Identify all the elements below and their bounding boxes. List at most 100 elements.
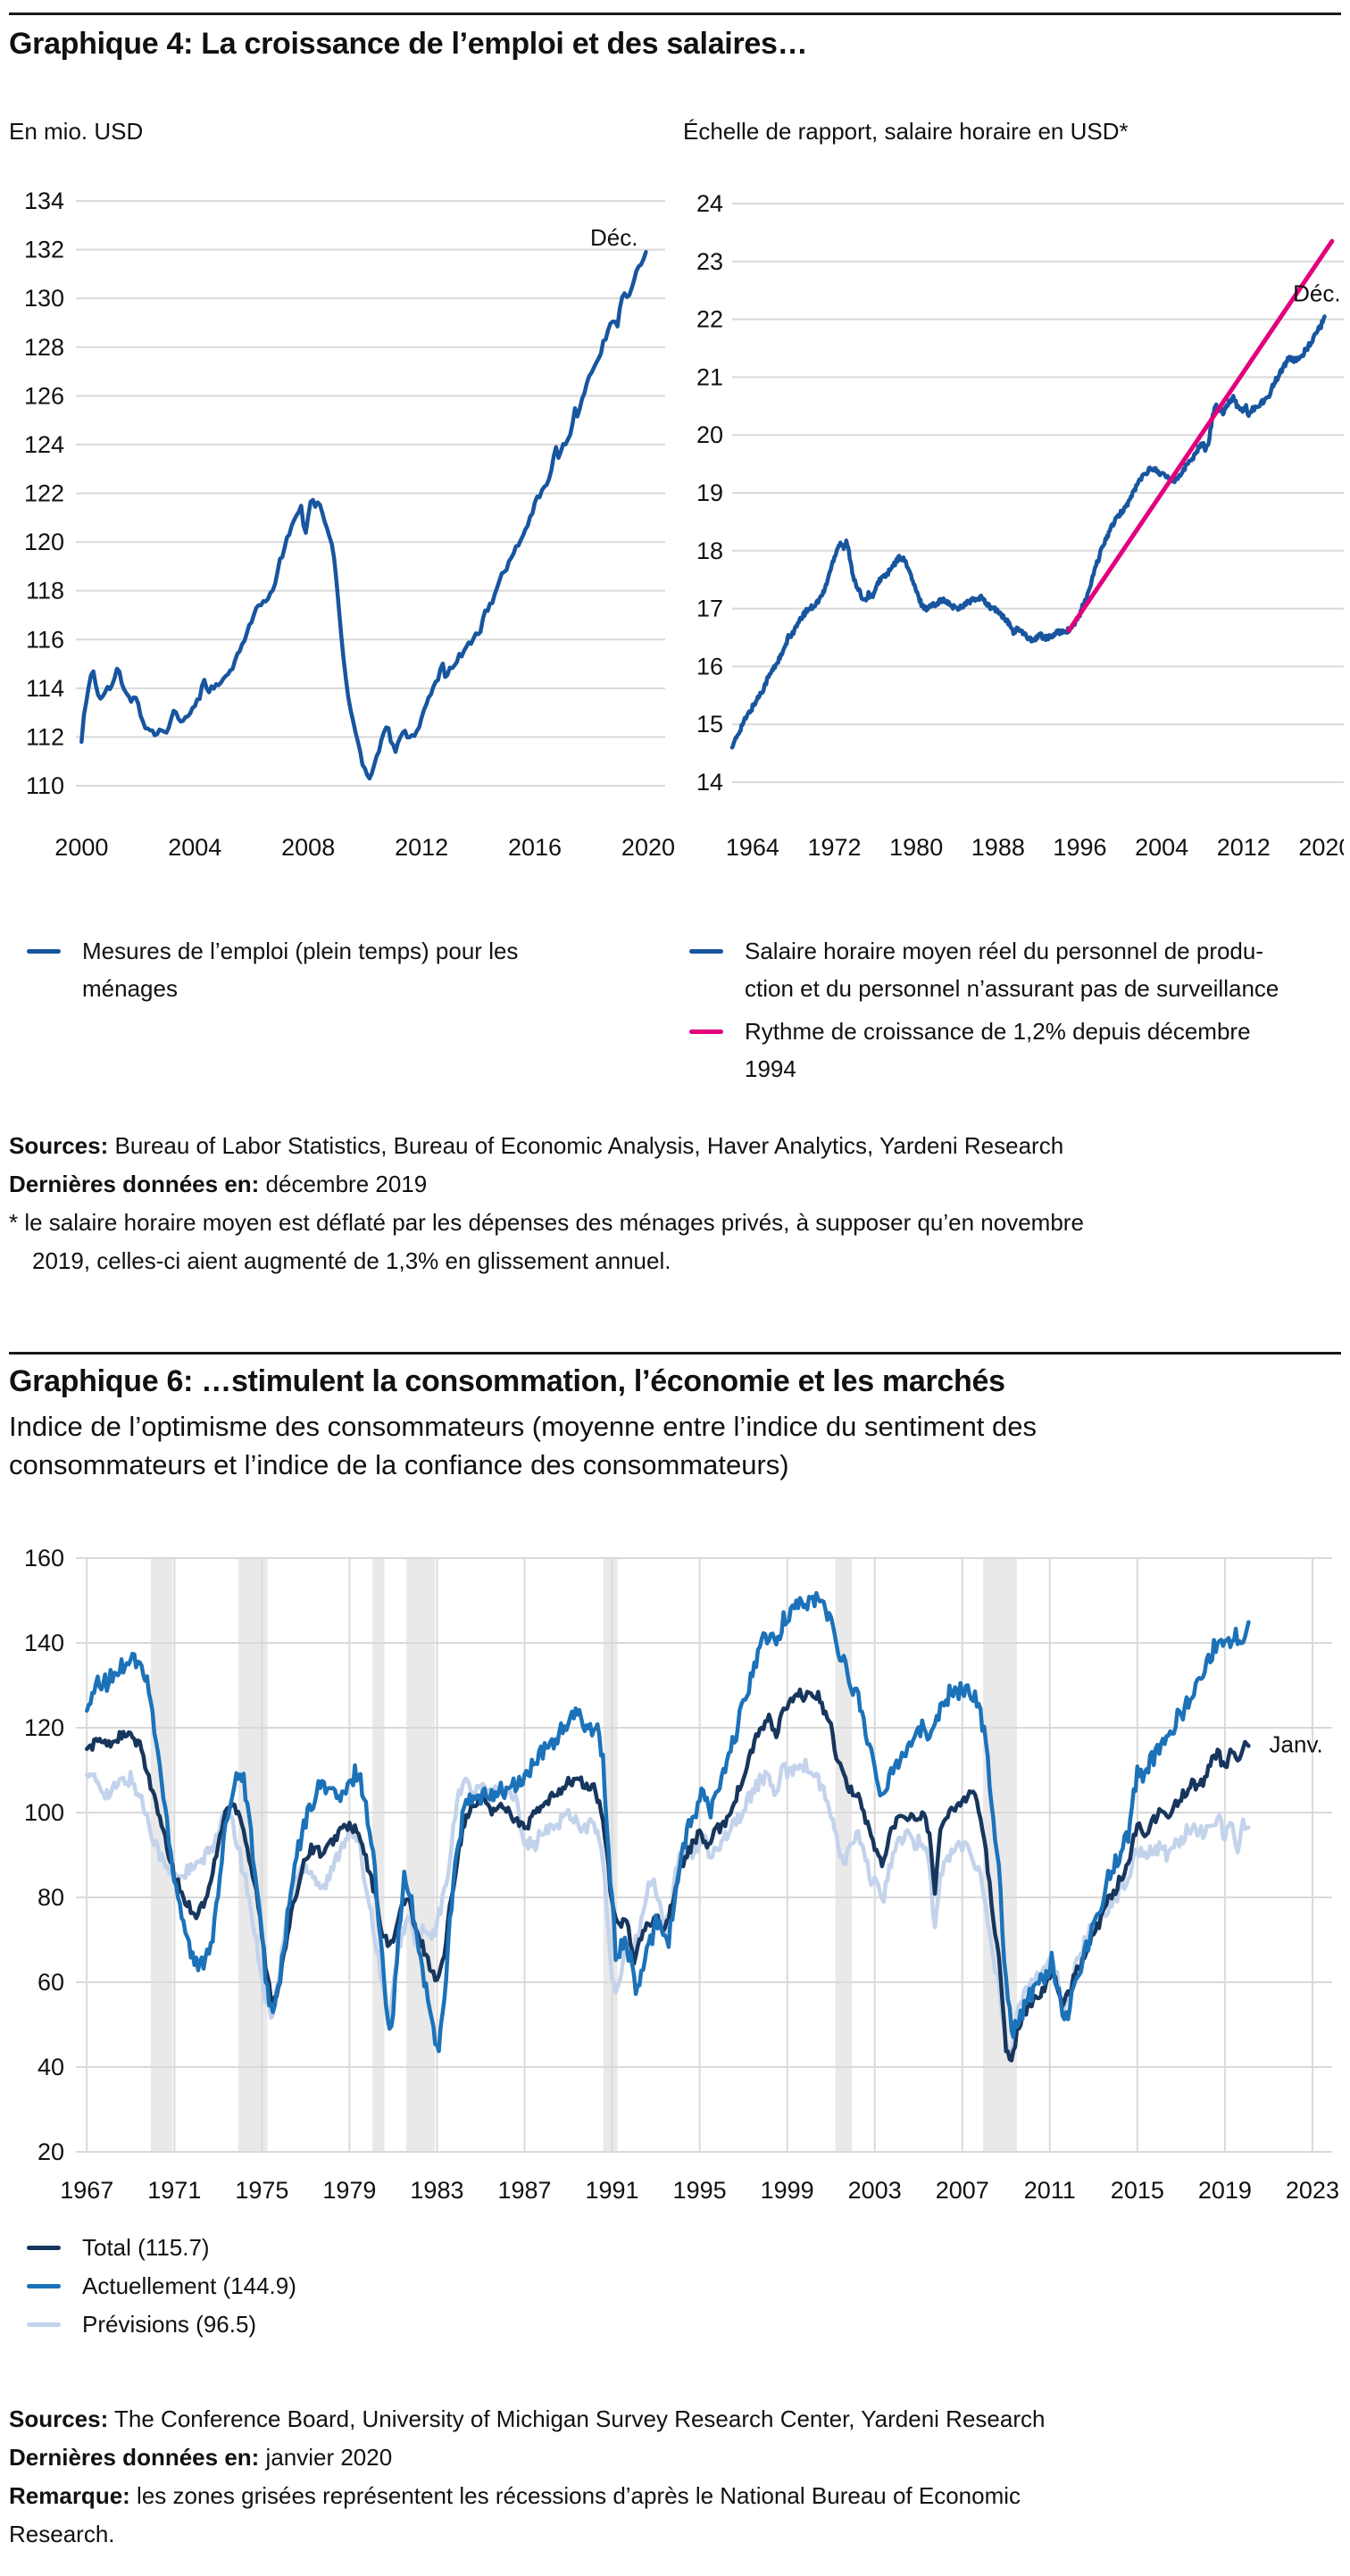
last-data-label: Dernières données en:	[9, 1171, 260, 1197]
wage-chart: 14 15 16 17 18 19 20 21 22 23 24 1964 1972 1980 1988 19…	[696, 190, 1344, 861]
svg-text:128: 128	[24, 334, 64, 361]
sources-line: Sources: Bureau of Labor Statistics, Bur…	[9, 1127, 1341, 1165]
figure4-title: Graphique 4: La croissance de l’emploi e…	[9, 27, 808, 61]
note-line: Remarque: les zones grisées représentent…	[9, 2477, 1116, 2554]
svg-text:19: 19	[696, 479, 723, 506]
legend-line: Rythme de croissance de 1,2% depuis déce…	[745, 1018, 1251, 1045]
note-text: les zones grisées représentent les réces…	[9, 2482, 1021, 2547]
legend-line: Salaire horaire moyen réel du personnel …	[745, 938, 1264, 964]
svg-text:17: 17	[696, 596, 723, 622]
svg-text:40: 40	[38, 2054, 64, 2080]
svg-text:80: 80	[38, 1884, 64, 1911]
legend-item-total: Total (115.7)	[27, 2229, 562, 2266]
svg-text:2012: 2012	[1217, 834, 1271, 861]
figure4-sources: Sources: Bureau of Labor Statistics, Bur…	[9, 1127, 1341, 1280]
legend-item-label: Mesures de l’emploi (plein temps) pour l…	[82, 932, 518, 1007]
svg-text:114: 114	[26, 675, 64, 702]
subtitle-line: consommateurs et l’indice de la confianc…	[9, 1449, 789, 1480]
svg-text:1983: 1983	[410, 2177, 463, 2204]
svg-text:15: 15	[696, 711, 723, 738]
sources-label: Sources:	[9, 2405, 109, 2432]
svg-text:1996: 1996	[1053, 834, 1106, 861]
legend-item-label: Total (115.7)	[82, 2234, 210, 2261]
svg-text:120: 120	[24, 1714, 64, 1741]
svg-text:1988: 1988	[971, 834, 1025, 861]
svg-text:2019: 2019	[1198, 2177, 1252, 2204]
svg-text:2016: 2016	[508, 834, 562, 861]
legend-item-label: Rythme de croissance de 1,2% depuis déce…	[745, 1013, 1251, 1088]
legend-item-salaire: Salaire horaire moyen réel du personnel …	[689, 932, 1325, 1007]
pink-line-swatch-icon	[689, 1030, 723, 1034]
svg-text:130: 130	[24, 285, 64, 312]
employment-chart-legend: Mesures de l’emploi (plein temps) pour l…	[27, 932, 634, 1013]
svg-text:134: 134	[24, 188, 64, 214]
svg-text:2012: 2012	[395, 834, 448, 861]
legend-item-label: Prévisions (96.5)	[82, 2311, 257, 2338]
svg-text:60: 60	[38, 1969, 64, 1996]
note-label: Remarque:	[9, 2482, 130, 2509]
blue-line-swatch-icon	[27, 949, 61, 954]
svg-text:112: 112	[26, 723, 64, 750]
legend-line: ménages	[82, 975, 178, 1002]
footnote-line2: 2019, celles-ci aient augmenté de 1,3% e…	[32, 1247, 671, 1274]
sources-label: Sources:	[9, 1132, 109, 1159]
navy-line-swatch-icon	[27, 2246, 61, 2250]
subtitle-line: Indice de l’optimisme des consommateurs …	[9, 1411, 1038, 1442]
svg-text:21: 21	[696, 363, 723, 390]
svg-text:2020: 2020	[1298, 834, 1344, 861]
legend-item-previsions: Prévisions (96.5)	[27, 2305, 562, 2343]
left-panel-unit-label: En mio. USD	[9, 118, 144, 145]
consumer-optimism-chart: 20 40 60 80 100 120 140 160 1967 1971 1975 1979 1983…	[24, 1545, 1339, 2204]
svg-text:100: 100	[24, 1799, 64, 1826]
svg-text:2008: 2008	[281, 834, 335, 861]
svg-text:18: 18	[696, 538, 723, 564]
last-data-text: janvier 2020	[259, 2444, 393, 2471]
footnote-line1: * le salaire horaire moyen est déflaté p…	[9, 1209, 1084, 1236]
svg-text:120: 120	[24, 529, 64, 555]
figure6-title: Graphique 6: …stimulent la consommation,…	[9, 1364, 1005, 1398]
wage-chart-legend: Salaire horaire moyen réel du personnel …	[689, 932, 1325, 1093]
blue-line-swatch-icon	[689, 949, 723, 954]
svg-text:1972: 1972	[808, 834, 862, 861]
svg-text:1987: 1987	[497, 2177, 551, 2204]
svg-text:132: 132	[24, 237, 64, 263]
sources-text: Bureau of Labor Statistics, Bureau of Ec…	[108, 1132, 1064, 1159]
svg-text:Janv.: Janv.	[1270, 1730, 1323, 1757]
svg-text:2023: 2023	[1286, 2177, 1339, 2204]
svg-text:160: 160	[24, 1545, 64, 1571]
svg-text:1971: 1971	[147, 2177, 201, 2204]
svg-text:Déc.: Déc.	[590, 224, 638, 251]
legend-item-rythme: Rythme de croissance de 1,2% depuis déce…	[689, 1013, 1325, 1088]
svg-text:126: 126	[24, 382, 64, 409]
svg-text:14: 14	[696, 769, 723, 796]
svg-text:2004: 2004	[168, 834, 221, 861]
svg-text:122: 122	[24, 480, 64, 507]
svg-text:2015: 2015	[1111, 2177, 1164, 2204]
right-panel-unit-label: Échelle de rapport, salaire horaire en U…	[683, 118, 1129, 145]
light-blue-line-swatch-icon	[27, 2322, 61, 2327]
svg-text:140: 140	[24, 1630, 64, 1656]
svg-text:2011: 2011	[1024, 2177, 1076, 2204]
employment-chart: 110 112 114 116 118 120 122 124 126 128 130 132 134 2…	[24, 188, 674, 861]
svg-text:1979: 1979	[322, 2177, 376, 2204]
svg-text:1980: 1980	[889, 834, 943, 861]
sources-line: Sources: The Conference Board, Universit…	[9, 2400, 1116, 2438]
svg-text:Déc.: Déc.	[1293, 280, 1340, 307]
svg-text:1995: 1995	[673, 2177, 727, 2204]
legend-line: Mesures de l’emploi (plein temps) pour l…	[82, 938, 519, 964]
svg-text:1975: 1975	[235, 2177, 288, 2204]
consumer-optimism-legend: Total (115.7) Actuellement (144.9) Prévi…	[27, 2229, 562, 2344]
section-divider-rule	[9, 1352, 1341, 1355]
figure6-subtitle: Indice de l’optimisme des consommateurs …	[9, 1407, 1037, 1484]
legend-item-label: Actuellement (144.9)	[82, 2272, 296, 2299]
svg-text:118: 118	[26, 578, 64, 604]
svg-text:24: 24	[696, 190, 723, 217]
svg-text:1967: 1967	[60, 2177, 113, 2204]
svg-text:2003: 2003	[848, 2177, 902, 2204]
last-data-text: décembre 2019	[259, 1171, 428, 1197]
svg-text:1999: 1999	[761, 2177, 814, 2204]
svg-text:16: 16	[696, 653, 723, 679]
svg-text:20: 20	[696, 421, 723, 448]
svg-text:124: 124	[24, 431, 64, 458]
